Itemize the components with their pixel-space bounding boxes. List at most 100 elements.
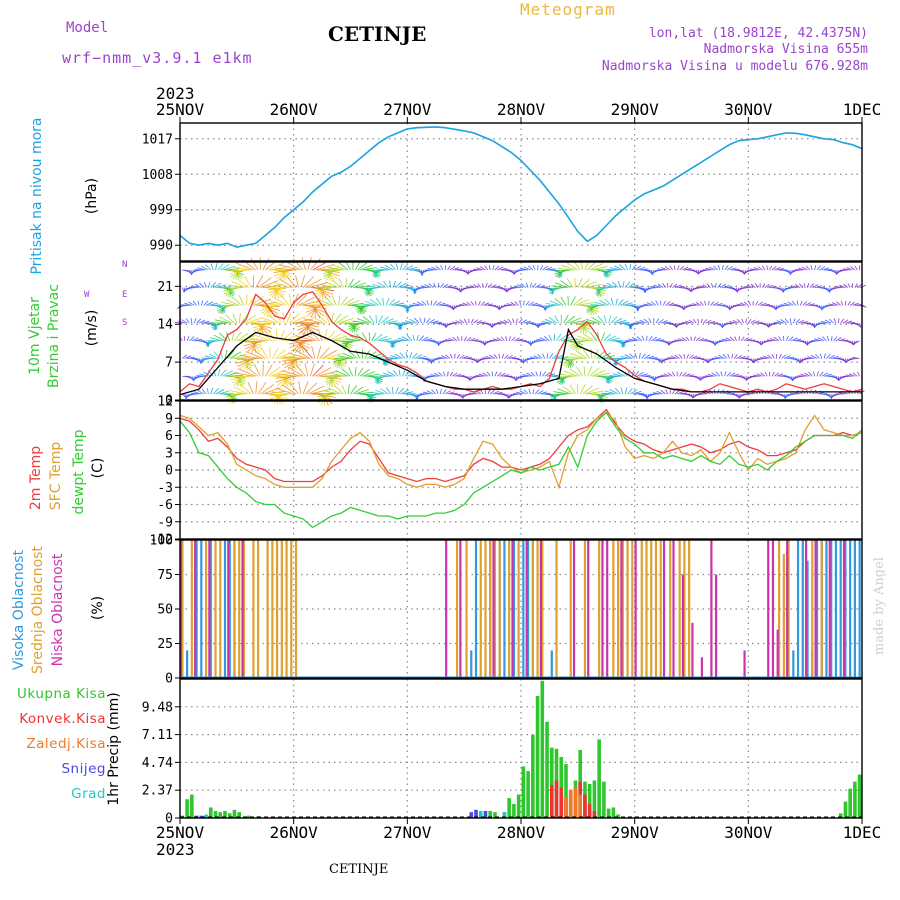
- wind-arrow: [674, 354, 680, 359]
- wind-arrow: [738, 336, 740, 341]
- wind-arrow: [762, 283, 766, 288]
- wind-arrow: [395, 263, 399, 271]
- wind-arrow: [231, 266, 252, 271]
- bar-srednja-oblacnost: [280, 540, 283, 678]
- wind-arrow: [544, 372, 551, 377]
- wind-arrow: [378, 338, 392, 342]
- x-tick-label-bottom: 28NOV: [497, 823, 546, 842]
- wind-arrow: [708, 266, 716, 271]
- wind-arrow: [298, 296, 315, 306]
- wind-arrow: [392, 280, 397, 288]
- wind-arrow: [376, 268, 389, 271]
- wind-arrow: [624, 387, 628, 395]
- wind-arrow: [227, 349, 235, 359]
- bar-konvek-kisa: [583, 794, 587, 818]
- bar-ukupna-kisa: [564, 764, 568, 818]
- wind-arrow: [790, 285, 799, 289]
- wind-arrow: [494, 265, 500, 271]
- wind-arrow: [497, 266, 504, 271]
- wind-arrow: [193, 318, 197, 324]
- wind-arrow: [821, 336, 827, 342]
- wind-arrow: [349, 335, 363, 342]
- wind-arrow: [191, 337, 199, 342]
- wind-arrow: [599, 299, 609, 306]
- wind-arrow: [264, 364, 273, 377]
- wind-arrow: [560, 296, 567, 306]
- wind-arrow: [707, 373, 716, 377]
- wind-arrow: [475, 320, 483, 324]
- y-tick-label: 100: [150, 534, 173, 549]
- wind-arrow: [767, 284, 774, 289]
- meteogram-label: Meteogram: [520, 0, 616, 19]
- wind-arrow: [291, 358, 295, 371]
- wind-arrow: [798, 283, 804, 289]
- bar-visoka-oblacnost: [512, 540, 515, 678]
- wind-arrow: [667, 302, 675, 306]
- wind-arrow: [368, 285, 382, 289]
- wind-arrow: [334, 385, 344, 395]
- wind-arrow: [307, 385, 325, 395]
- wind-arrow: [267, 262, 284, 271]
- wind-arrow: [295, 275, 299, 288]
- wind-arrow: [466, 301, 472, 306]
- wind-arrow: [459, 354, 465, 359]
- wind-arrow: [726, 371, 732, 377]
- wind-arrow: [771, 392, 780, 395]
- wind-arrow: [193, 391, 202, 395]
- wind-arrow: [475, 374, 484, 377]
- wind-arrow: [612, 281, 619, 289]
- wind-arrow: [847, 301, 851, 306]
- wind-arrow: [625, 304, 636, 306]
- wind-arrow: [819, 371, 824, 377]
- wind-arrow: [184, 355, 192, 359]
- wind-arrow: [783, 302, 792, 306]
- wind-arrow: [535, 371, 538, 377]
- wind-arrow: [284, 376, 288, 388]
- wind-arrow: [695, 269, 699, 275]
- wind-arrow: [224, 349, 228, 359]
- bar-ukupna-kisa: [616, 814, 620, 818]
- bar-konvek-kisa: [592, 810, 597, 818]
- bar-srednja-oblacnost: [654, 540, 658, 678]
- wind-arrow: [463, 318, 467, 324]
- bar-niska-oblacnost: [539, 540, 542, 678]
- bar-ukupna-kisa: [535, 696, 540, 818]
- wind-arrow: [217, 263, 224, 271]
- wind-arrow: [539, 337, 548, 342]
- bar-srednja-oblacnost: [787, 540, 790, 678]
- bar-visoka-oblacnost: [796, 540, 800, 678]
- bar-niska-oblacnost: [672, 540, 675, 678]
- bar-niska-oblacnost: [227, 540, 230, 678]
- bar-srednja-oblacnost: [290, 540, 293, 678]
- wind-arrow: [544, 266, 553, 271]
- wind-arrow: [324, 312, 330, 324]
- wind-arrow: [717, 304, 726, 306]
- wind-arrow: [229, 269, 249, 272]
- wind-arrow: [425, 318, 431, 324]
- wind-arrow: [763, 355, 770, 359]
- wind-arrow: [845, 374, 853, 377]
- wind-arrow: [407, 266, 418, 271]
- wind-arrow: [288, 340, 311, 345]
- y-tick-label: 7.11: [142, 728, 173, 743]
- wind-arrow: [753, 267, 761, 271]
- bar-niska-oblacnost: [767, 540, 770, 678]
- y-tick-label: 9.48: [142, 700, 173, 715]
- wind-arrow: [314, 287, 334, 295]
- wind-arrow: [287, 366, 304, 377]
- bar-ukupna-kisa: [843, 801, 848, 818]
- x-tick-label-top: 29NOV: [611, 100, 660, 119]
- wind-arrow: [325, 375, 342, 380]
- wind-arrow: [420, 285, 429, 289]
- wind-arrow: [823, 373, 832, 377]
- bar-srednja-oblacnost: [616, 540, 620, 678]
- wind-arrow: [225, 393, 242, 398]
- wind-arrow: [380, 316, 389, 324]
- wind-arrow: [554, 282, 569, 289]
- wind-arrow: [482, 302, 490, 306]
- station-title: CETINJE: [328, 22, 427, 46]
- bar-srednja-oblacnost: [683, 540, 686, 678]
- wind-arrow: [338, 295, 341, 306]
- wind-arrow: [756, 373, 763, 377]
